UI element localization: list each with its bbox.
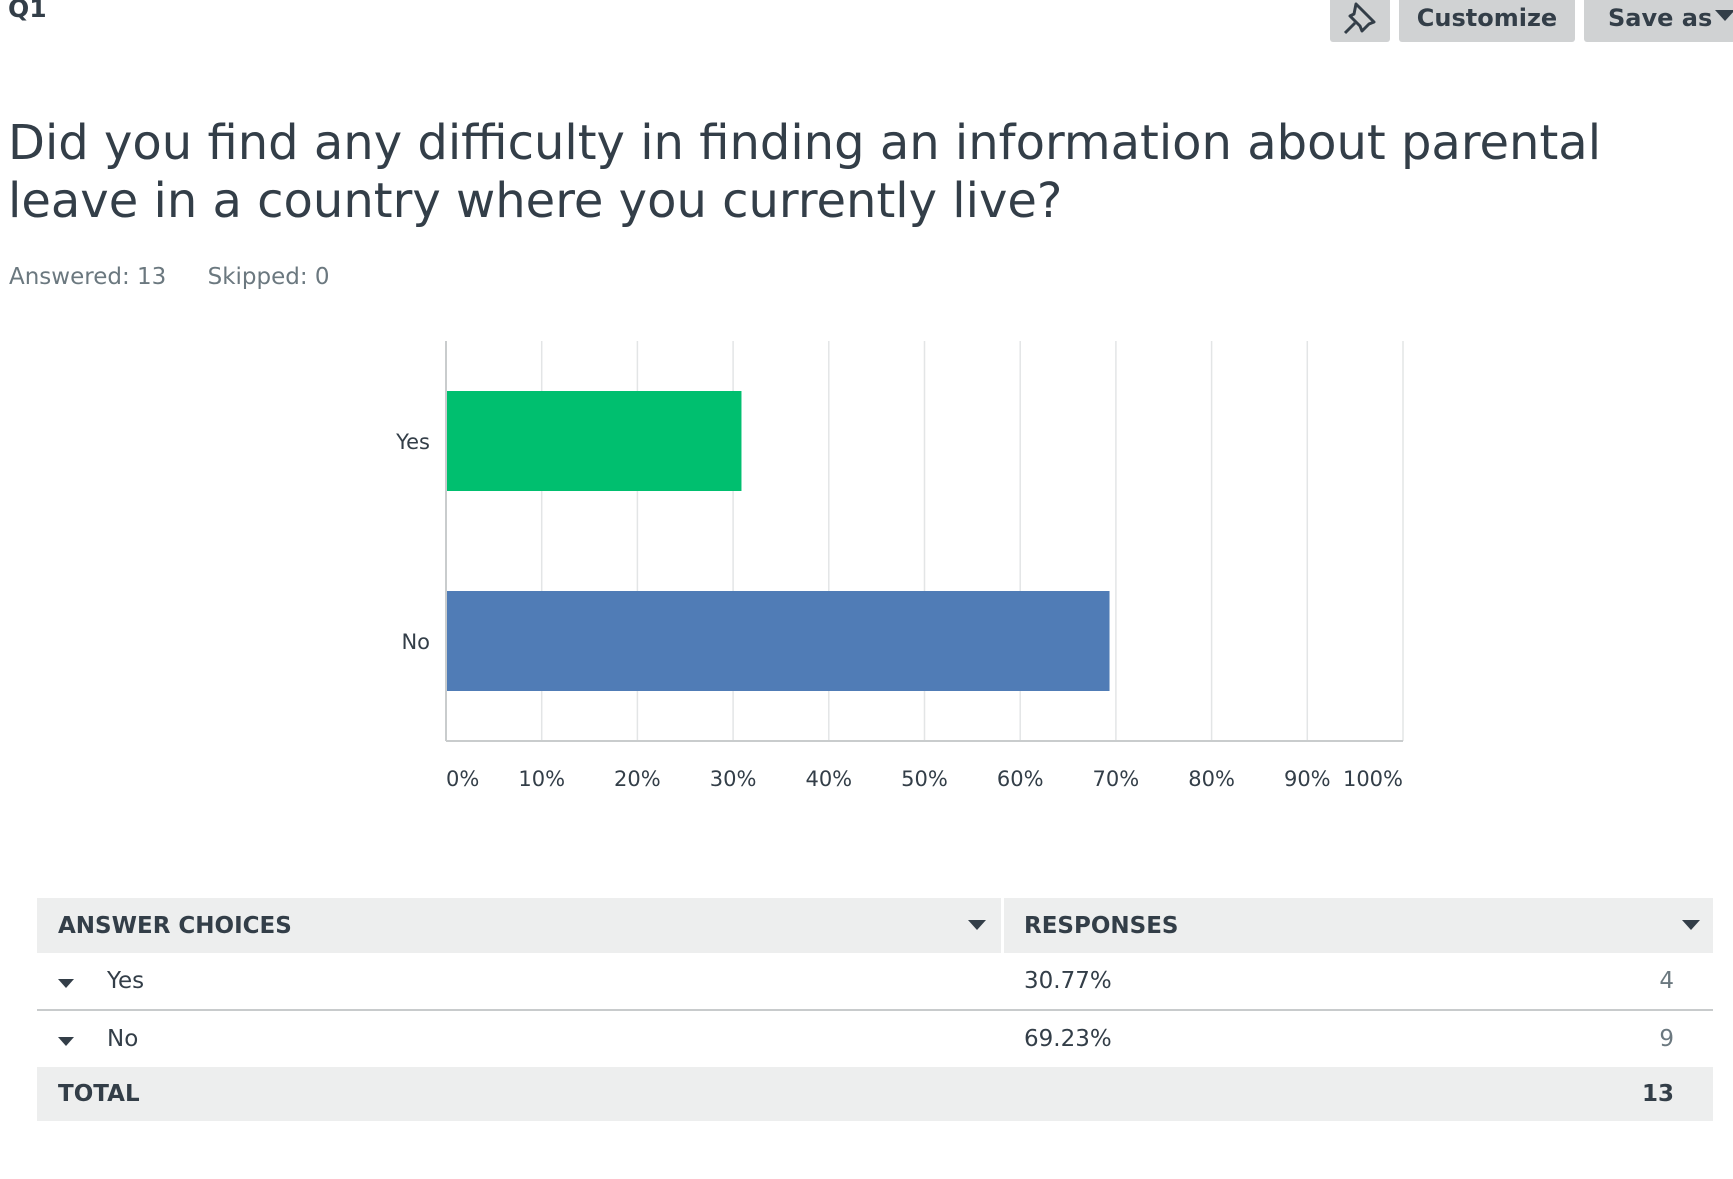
response-count: 4: [1659, 968, 1674, 994]
response-count: 9: [1659, 1026, 1674, 1052]
category-label: Yes: [395, 430, 430, 454]
pin-icon: [1343, 2, 1376, 35]
x-tick-label: 80%: [1188, 767, 1235, 791]
response-percent: 69.23%: [1024, 1026, 1112, 1052]
table-row: No 69.23% 9: [37, 1011, 1713, 1067]
x-tick-label: 40%: [805, 767, 852, 791]
x-tick-label: 20%: [614, 767, 661, 791]
column-header-responses[interactable]: RESPONSES: [1024, 913, 1179, 939]
response-stats: Answered: 13 Skipped: 0: [9, 264, 330, 290]
table-header: ANSWER CHOICES RESPONSES: [37, 898, 1713, 953]
column-header-answer-choices[interactable]: ANSWER CHOICES: [58, 913, 292, 939]
skipped-count: Skipped: 0: [207, 264, 330, 290]
x-tick-label: 90%: [1284, 767, 1331, 791]
x-tick-label: 70%: [1093, 767, 1140, 791]
total-row: TOTAL 13: [37, 1067, 1713, 1121]
x-tick-label: 100%: [1343, 767, 1403, 791]
total-value: 13: [1641, 1081, 1674, 1107]
save-as-button[interactable]: Save as: [1584, 0, 1733, 42]
question-title: Did you find any difficulty in finding a…: [8, 115, 1602, 229]
question-number: Q1: [8, 0, 47, 23]
x-tick-label: 10%: [518, 767, 565, 791]
answered-count: Answered: 13: [9, 264, 167, 290]
x-tick-label: 60%: [997, 767, 1044, 791]
customize-button[interactable]: Customize: [1399, 0, 1575, 42]
x-tick-label: 50%: [901, 767, 948, 791]
pin-button[interactable]: [1330, 0, 1390, 42]
sort-caret-icon[interactable]: [1682, 920, 1700, 930]
x-tick-label: 0%: [446, 767, 479, 791]
expand-caret-icon[interactable]: [58, 979, 74, 988]
chevron-down-icon: [1715, 9, 1733, 21]
x-tick-label: 30%: [710, 767, 757, 791]
bar-chart: 0% 10% 20% 30% 40% 50% 60% 70% 80% 90% 100% Yes No: [395, 341, 1404, 791]
bar-no: [447, 591, 1110, 691]
sort-caret-icon[interactable]: [968, 920, 986, 930]
save-as-label: Save as: [1608, 4, 1713, 32]
table-row: Yes 30.77% 4: [37, 953, 1713, 1011]
expand-caret-icon[interactable]: [58, 1037, 74, 1046]
bar-yes: [447, 391, 742, 491]
answer-choice: Yes: [107, 968, 145, 994]
responses-table: ANSWER CHOICES RESPONSES Yes 30.77% 4 No…: [37, 898, 1713, 1121]
response-percent: 30.77%: [1024, 968, 1112, 994]
category-label: No: [401, 630, 430, 654]
answer-choice: No: [107, 1026, 139, 1052]
total-label: TOTAL: [58, 1081, 140, 1107]
column-divider: [1001, 898, 1004, 953]
